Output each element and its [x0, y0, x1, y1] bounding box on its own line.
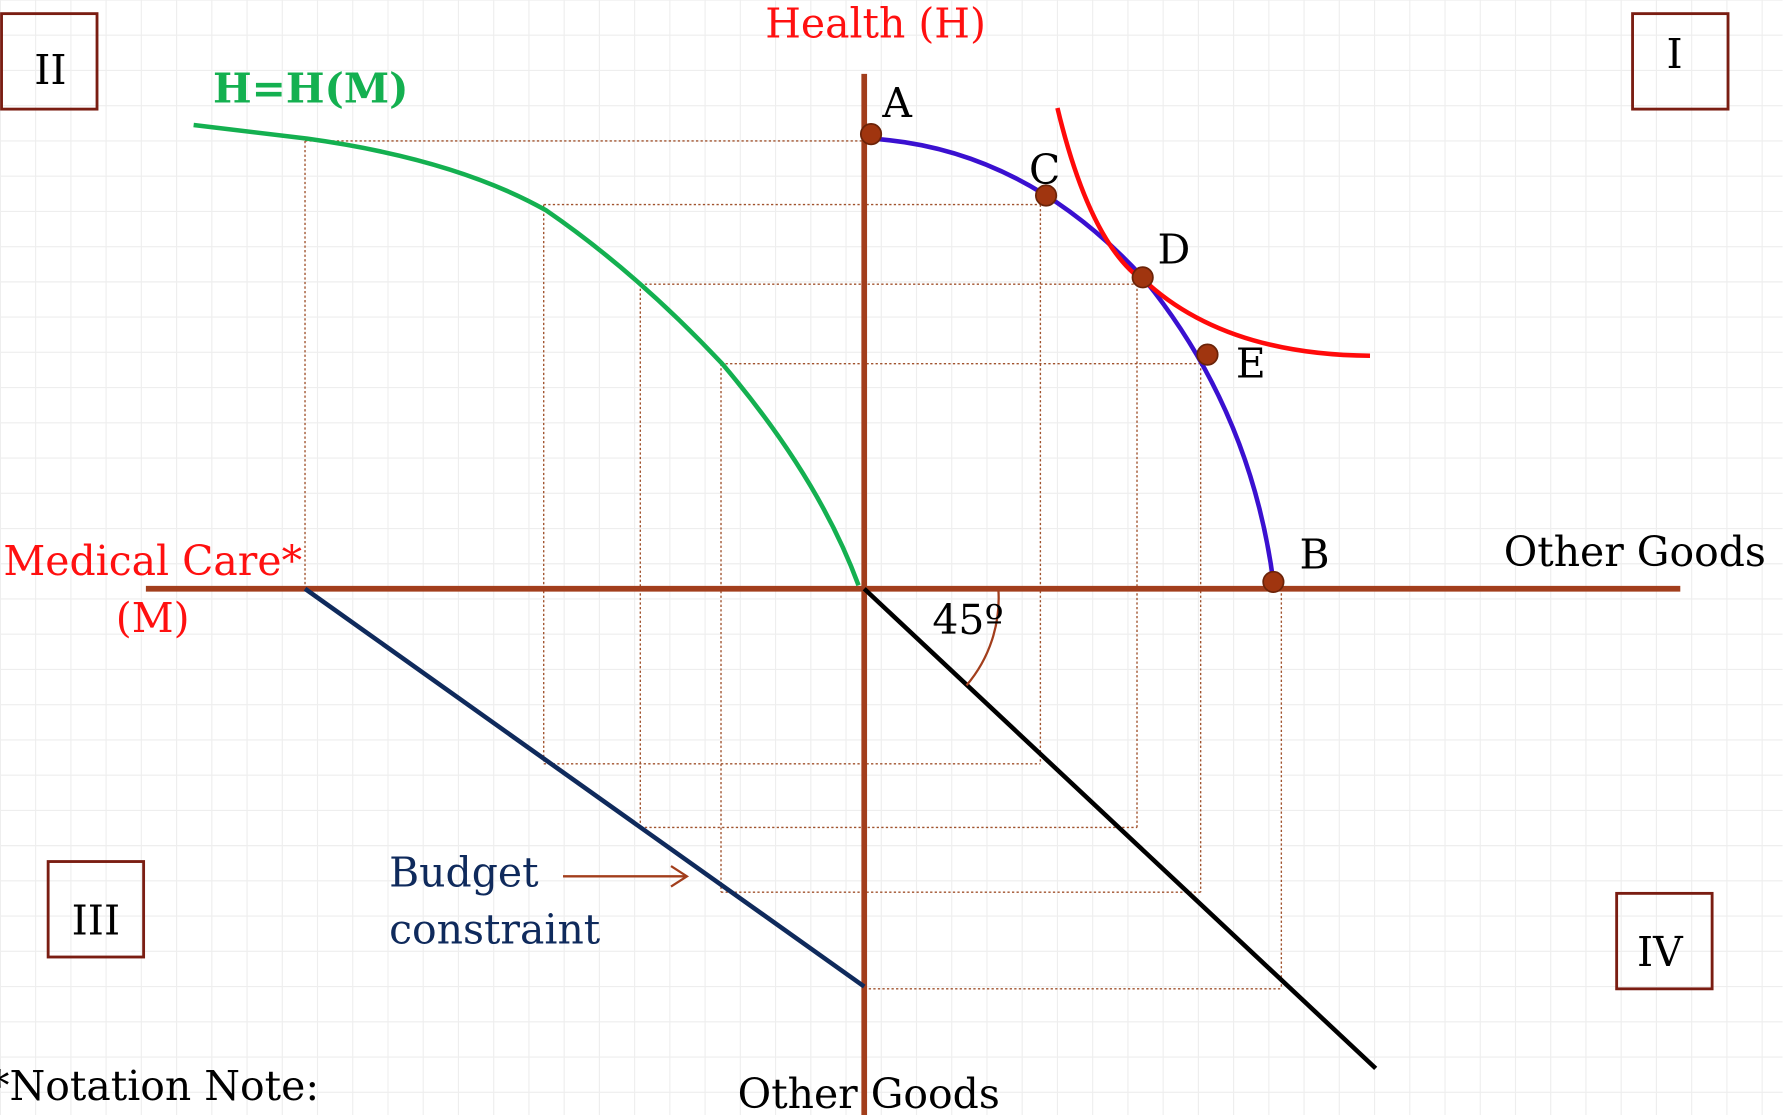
production-curve: [193, 122, 861, 587]
quadrant-label: IV: [1637, 928, 1684, 976]
curve-label: constraint: [389, 905, 601, 953]
point-label: D: [1157, 226, 1190, 274]
curve-label: Budget: [389, 849, 539, 897]
quadrant-box: [1631, 12, 1730, 111]
point-label: C: [1029, 146, 1060, 194]
point-label: E: [1236, 339, 1266, 387]
axis-label: Health (H): [765, 0, 986, 48]
indifference-curve: [1055, 107, 1371, 359]
axis-label: Medical Care*: [3, 537, 302, 585]
angle-label: 45º: [932, 596, 1003, 644]
45-degree-line: [862, 587, 1378, 1071]
axis-label: Other Goods: [1504, 528, 1766, 576]
quadrant-label: III: [72, 896, 120, 944]
quadrant-box: [46, 860, 146, 959]
note: *Notation Note:: [0, 1062, 319, 1110]
points: [859, 123, 1285, 594]
axis-label: Other Goods: [738, 1070, 1000, 1115]
quadrant-label: II: [34, 46, 66, 94]
point-label: B: [1300, 530, 1330, 578]
budget-line: [303, 586, 866, 989]
guide-lines: [304, 140, 1283, 990]
quadrant-label: I: [1667, 30, 1683, 78]
axis-label: (M): [116, 594, 190, 642]
quadrant-box: [1615, 891, 1714, 991]
budget-arrow: [563, 865, 690, 888]
quadrant-box: [0, 12, 99, 111]
point-label: A: [881, 79, 912, 127]
curve-label: H=H(M): [213, 64, 409, 112]
angle-arc: [965, 588, 1000, 687]
